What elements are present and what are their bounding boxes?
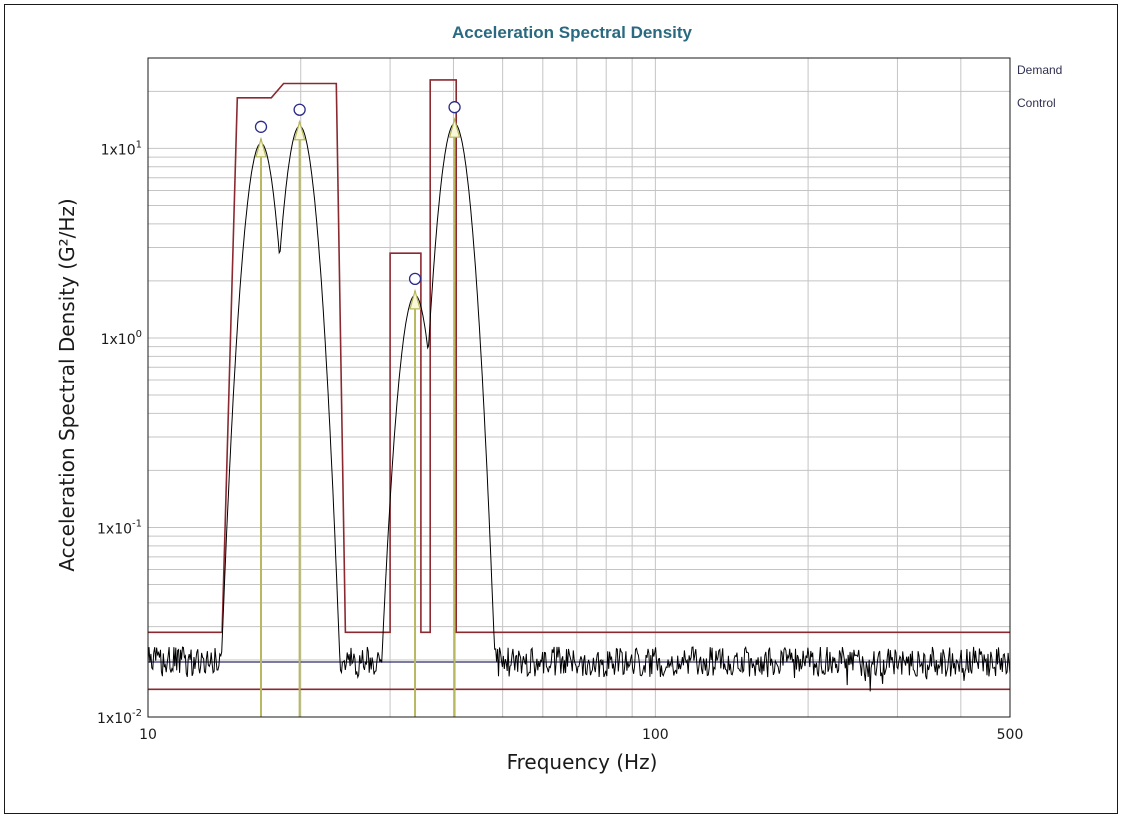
sine-tone-marker — [448, 101, 461, 717]
series-layer — [147, 79, 1011, 717]
y-tick-label: 1x10-2 — [97, 708, 142, 727]
tone-level-circle — [254, 120, 268, 133]
chart-title: Acceleration Spectral Density — [452, 23, 693, 42]
x-tick-label: 500 — [997, 727, 1024, 743]
tone-level-circle — [408, 272, 422, 286]
tone-arrowhead — [255, 136, 267, 158]
tone-arrowhead — [448, 116, 461, 138]
x-tick-label: 100 — [642, 727, 669, 743]
axis-tick-labels: 10 100 500 1x101 1x100 1x10-1 1x10-2 — [97, 139, 1023, 743]
sine-tone-marker — [408, 272, 422, 717]
legend-entry: Control — [1017, 96, 1056, 110]
legend-entry: Demand — [1017, 63, 1062, 77]
legend: Demand Control — [1017, 63, 1062, 110]
tone-arrowhead — [293, 119, 306, 141]
plot-area — [147, 57, 1011, 718]
y-axis-title: Acceleration Spectral Density (G²/Hz) — [55, 198, 79, 571]
x-tick-label: 10 — [139, 727, 157, 743]
control-trace — [147, 122, 1011, 692]
tone-level-circle — [448, 101, 461, 114]
y-tick-label: 1x10-1 — [97, 518, 142, 537]
tone-arrowhead — [409, 288, 421, 310]
y-tick-label: 1x100 — [101, 329, 142, 348]
sine-tone-marker — [254, 120, 268, 717]
x-axis-title: Frequency (Hz) — [507, 750, 658, 774]
sine-tone-marker — [293, 103, 306, 717]
tone-level-circle — [293, 103, 306, 116]
chart-frame — [4, 4, 1118, 814]
grid-lines — [148, 58, 1010, 717]
abort-limit-upper — [148, 79, 1010, 634]
y-tick-label: 1x101 — [101, 139, 142, 158]
